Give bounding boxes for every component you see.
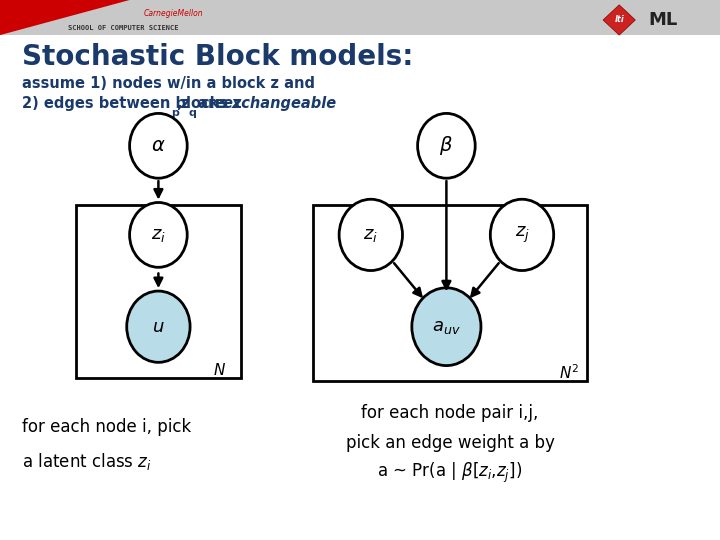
Text: lti: lti: [614, 16, 624, 24]
Polygon shape: [0, 0, 130, 35]
Text: q: q: [188, 109, 196, 118]
Text: 2) edges between blocks z: 2) edges between blocks z: [22, 96, 241, 111]
Ellipse shape: [130, 113, 187, 178]
Ellipse shape: [490, 199, 554, 271]
Text: $z_j$: $z_j$: [515, 225, 529, 245]
Bar: [0, 0, 720, 35]
Text: $z_i$: $z_i$: [151, 226, 166, 244]
Text: $\alpha$: $\alpha$: [151, 136, 166, 156]
Text: Stochastic Block models:: Stochastic Block models:: [22, 43, 413, 71]
Text: CarnegieMellon: CarnegieMellon: [144, 9, 204, 18]
Text: are: are: [193, 96, 230, 111]
Text: $a_{uv}$: $a_{uv}$: [432, 318, 461, 336]
Bar: [313, 205, 587, 381]
Polygon shape: [603, 5, 635, 35]
Text: a latent class $z_i$: a latent class $z_i$: [22, 451, 151, 472]
Text: p: p: [171, 109, 179, 118]
Text: for each node pair i,j,: for each node pair i,j,: [361, 404, 539, 422]
Text: for each node i, pick: for each node i, pick: [22, 417, 191, 436]
Ellipse shape: [418, 113, 475, 178]
Ellipse shape: [127, 291, 190, 362]
Text: $N^2$: $N^2$: [559, 363, 579, 382]
Ellipse shape: [339, 199, 402, 271]
Ellipse shape: [412, 288, 481, 366]
Text: exchangeable: exchangeable: [222, 96, 337, 111]
Text: $N$: $N$: [213, 362, 226, 378]
Text: ML: ML: [648, 11, 678, 29]
Bar: [76, 205, 241, 378]
Text: ,z: ,z: [176, 96, 190, 111]
Text: $u$: $u$: [152, 318, 165, 336]
Text: a ~ Pr(a | $\beta$[$z_i$,$z_j$]): a ~ Pr(a | $\beta$[$z_i$,$z_j$]): [377, 461, 523, 484]
Text: SCHOOL OF COMPUTER SCIENCE: SCHOOL OF COMPUTER SCIENCE: [68, 25, 179, 31]
Text: $\beta$: $\beta$: [439, 134, 454, 157]
Text: $z_i$: $z_i$: [364, 226, 378, 244]
Text: pick an edge weight a by: pick an edge weight a by: [346, 434, 554, 452]
Ellipse shape: [130, 202, 187, 267]
Text: assume 1) nodes w/in a block z and: assume 1) nodes w/in a block z and: [22, 76, 315, 91]
